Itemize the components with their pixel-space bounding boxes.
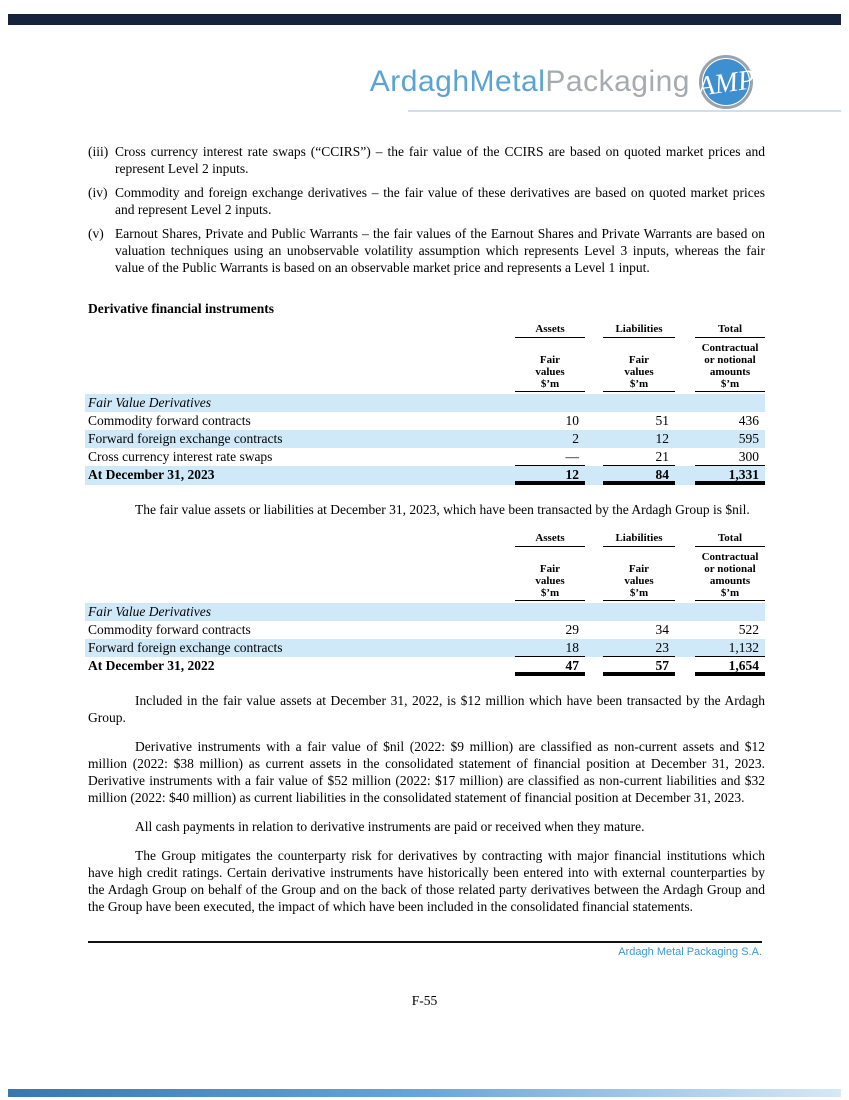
top-accent-bar — [8, 14, 841, 25]
table-row: Forward foreign exchange contracts 2 12 … — [85, 430, 765, 448]
list-marker: (iv) — [88, 185, 108, 200]
list-item-v: (v) Earnout Shares, Private and Public W… — [88, 225, 765, 276]
column-liabilities: Liabilities Fair values $’m — [603, 323, 675, 392]
logo-wordmark: ArdaghMetalPackaging — [370, 65, 690, 99]
paragraph-included-2022: Included in the fair value assets at Dec… — [88, 693, 765, 725]
footer-rule — [88, 941, 762, 943]
list-text: Commodity and foreign exchange derivativ… — [115, 185, 765, 217]
column-total: Total Contractual or notional amounts $’… — [695, 323, 765, 392]
page-number: F-55 — [411, 993, 438, 1008]
derivatives-table-2023: Assets Fair values $’m Liabilities Fair … — [85, 323, 765, 485]
bottom-accent-bar — [8, 1089, 841, 1097]
paragraph-classification: Derivative instruments with a fair value… — [88, 739, 765, 805]
list-text: Cross currency interest rate swaps (“CCI… — [115, 144, 765, 176]
logo-underline-rule — [408, 110, 841, 112]
derivatives-table-2022: Assets Fair values $’m Liabilities Fair … — [85, 532, 765, 676]
paragraph-counterparty: The Group mitigates the counterparty ris… — [88, 848, 765, 914]
logo-wordmark-blue: ArdaghMetal — [369, 65, 546, 98]
table-row: Cross currency interest rate swaps — 21 … — [85, 448, 765, 466]
column-total: Total Contractual or notional amounts $’… — [695, 532, 765, 601]
table-row: Commodity forward contracts 29 34 522 — [88, 622, 759, 637]
amp-monogram-icon: AMP — [698, 55, 754, 109]
table-header: Assets Fair values $’m Liabilities Fair … — [85, 532, 765, 601]
table-row: Commodity forward contracts 10 51 436 — [88, 413, 759, 428]
table-total-row: At December 31, 2022 47 57 1,654 — [85, 657, 765, 676]
list-item-iii: (iii) Cross currency interest rate swaps… — [88, 143, 765, 177]
paragraph-cash-payments: All cash payments in relation to derivat… — [135, 819, 645, 834]
section-heading: Derivative financial instruments — [88, 301, 274, 316]
list-text: Earnout Shares, Private and Public Warra… — [115, 226, 765, 275]
table-header: Assets Fair values $’m Liabilities Fair … — [85, 323, 765, 392]
logo-wordmark-gray: Packaging — [545, 65, 690, 98]
table-total-row: At December 31, 2023 12 84 1,331 — [85, 466, 765, 485]
list-item-iv: (iv) Commodity and foreign exchange deri… — [88, 184, 765, 218]
column-liabilities: Liabilities Fair values $’m — [603, 532, 675, 601]
column-assets: Assets Fair values $’m — [515, 323, 585, 392]
document-body: (iii) Cross currency interest rate swaps… — [85, 143, 765, 927]
list-marker: (iii) — [88, 144, 109, 159]
column-assets: Assets Fair values $’m — [515, 532, 585, 601]
table-section-row: Fair Value Derivatives — [85, 394, 765, 412]
footer-company-name: Ardagh Metal Packaging S.A. — [618, 946, 762, 958]
table-section-row: Fair Value Derivatives — [85, 603, 765, 621]
paragraph-fair-value-2023: The fair value assets or liabilities at … — [135, 502, 750, 517]
list-marker: (v) — [88, 226, 104, 241]
table-row: Forward foreign exchange contracts 18 23… — [85, 639, 765, 657]
company-logo: ArdaghMetalPackaging AMP — [370, 54, 754, 110]
